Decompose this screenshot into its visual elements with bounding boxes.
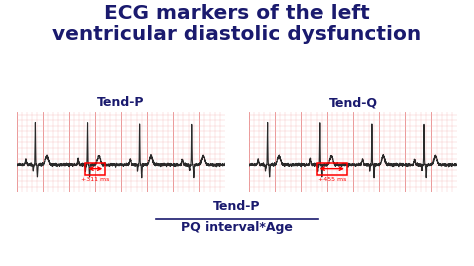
Bar [317, 163, 347, 175]
Text: Tend-Q: Tend-Q [328, 96, 378, 109]
Bar [85, 163, 105, 175]
Text: ECG markers of the left
ventricular diastolic dysfunction: ECG markers of the left ventricular dias… [52, 4, 422, 44]
Text: Tend-P: Tend-P [97, 96, 145, 109]
Text: +311 ms: +311 ms [81, 177, 109, 182]
Text: +455 ms: +455 ms [318, 177, 346, 182]
Text: Tend-P: Tend-P [213, 200, 261, 213]
Text: PQ interval*Age: PQ interval*Age [181, 221, 293, 234]
